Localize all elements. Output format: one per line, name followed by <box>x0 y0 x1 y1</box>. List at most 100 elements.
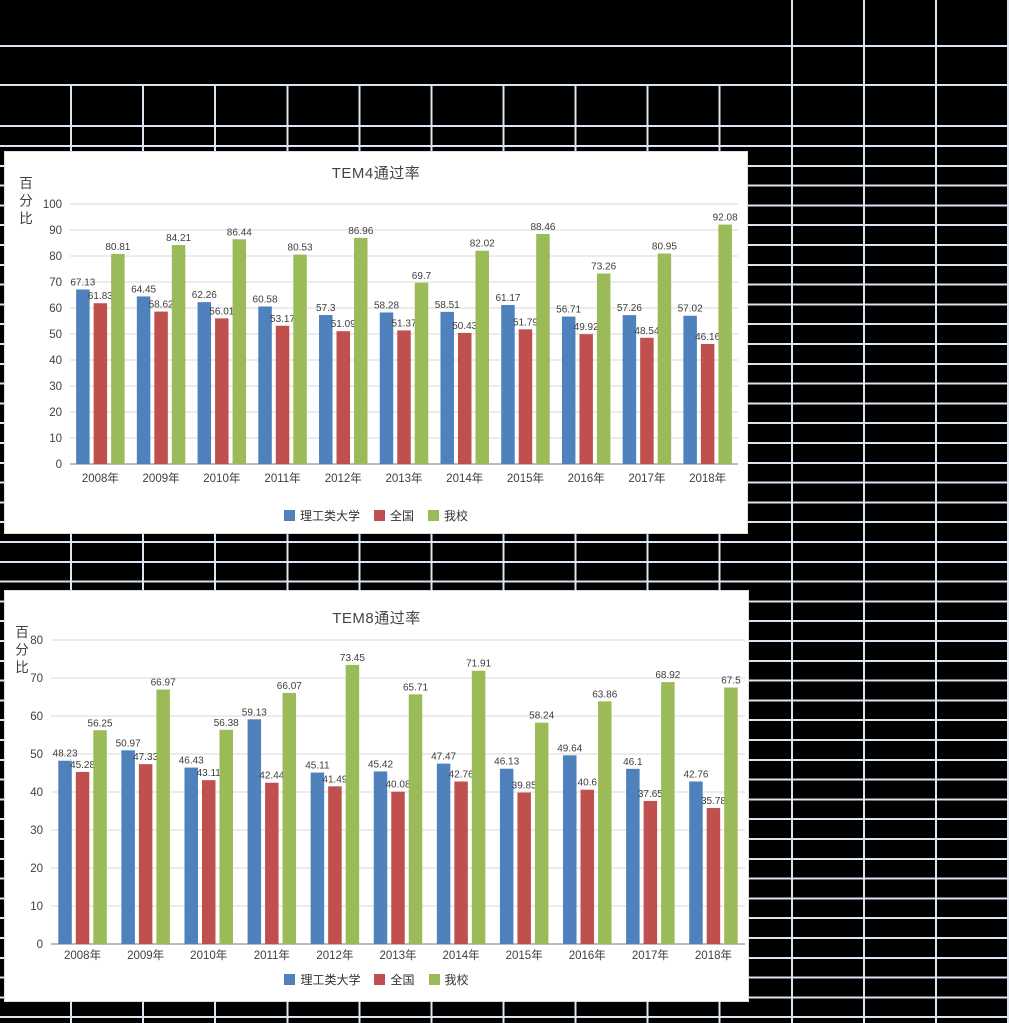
bar <box>626 768 640 944</box>
data-label: 51.09 <box>331 319 356 330</box>
y-axis-title-char: 百 <box>19 176 33 191</box>
legend-label: 理工类大学 <box>299 509 360 523</box>
data-label: 42.76 <box>683 770 708 781</box>
bar <box>706 808 721 944</box>
data-label: 46.1 <box>623 757 643 768</box>
bar <box>154 311 168 464</box>
bar <box>373 771 388 944</box>
bar <box>440 311 454 464</box>
data-label: 51.79 <box>513 317 538 328</box>
data-label: 88.46 <box>530 222 555 233</box>
x-category-label: 2008年 <box>64 948 101 962</box>
data-label: 35.78 <box>701 796 726 807</box>
bar <box>379 312 394 464</box>
legend-label: 我校 <box>444 509 469 523</box>
bar <box>319 315 333 464</box>
bar <box>219 729 233 944</box>
y-tick-label: 30 <box>30 825 43 837</box>
data-label: 62.26 <box>192 290 217 301</box>
data-label: 69.7 <box>412 271 432 282</box>
legend-swatch-icon <box>374 974 386 985</box>
bar <box>184 767 198 944</box>
bar <box>247 719 262 944</box>
data-label: 86.96 <box>348 226 373 237</box>
legend-item: 理工类大学 <box>284 971 360 988</box>
x-category-label: 2012年 <box>316 948 353 962</box>
y-tick-label: 40 <box>49 355 62 367</box>
x-category-label: 2010年 <box>190 948 227 962</box>
y-tick-label: 20 <box>30 863 43 875</box>
bar <box>683 315 697 464</box>
x-category-label: 2013年 <box>385 471 422 485</box>
data-label: 71.91 <box>466 659 491 670</box>
bar <box>661 682 675 944</box>
y-axis-title-char: 百 <box>15 625 29 640</box>
data-label: 57.02 <box>678 304 703 315</box>
data-label: 53.17 <box>270 314 295 325</box>
bar <box>58 760 72 944</box>
y-tick-label: 60 <box>30 711 43 723</box>
data-label: 48.23 <box>53 749 78 760</box>
data-label: 56.25 <box>88 718 113 729</box>
x-category-label: 2011年 <box>254 948 290 962</box>
x-category-label: 2016年 <box>568 471 605 485</box>
legend-item: 理工类大学 <box>283 507 360 524</box>
data-label: 56.01 <box>209 306 234 317</box>
bar <box>454 781 468 944</box>
y-tick-label: 90 <box>49 225 62 237</box>
legend-swatch-icon <box>428 974 440 985</box>
bar <box>579 334 593 464</box>
bar <box>598 701 612 944</box>
bar <box>345 664 360 944</box>
bar <box>724 687 738 944</box>
merged-cell-top[interactable] <box>0 0 791 86</box>
x-category-label: 2009年 <box>143 471 180 485</box>
legend-swatch-icon <box>284 974 296 985</box>
tem8-pass-rate-chart[interactable]: TEM8通过率 0 10 20 30 40 50 60 70 80 百分比 48.23 50.97 46… <box>4 590 749 1002</box>
bar <box>171 245 186 464</box>
y-tick-label: 70 <box>49 277 62 289</box>
bar <box>596 273 611 464</box>
bar <box>111 253 125 464</box>
data-label: 50.43 <box>452 321 477 332</box>
y-tick-label: 10 <box>30 901 43 913</box>
data-label: 42.44 <box>259 771 284 782</box>
data-label: 37.65 <box>638 789 663 800</box>
data-label: 45.28 <box>70 760 95 771</box>
data-label: 66.97 <box>151 678 176 689</box>
data-label: 58.51 <box>435 300 460 311</box>
legend-item: 全国 <box>374 971 415 988</box>
data-label: 45.11 <box>305 761 330 772</box>
bar <box>501 304 515 464</box>
y-axis-title-char: 比 <box>19 211 33 226</box>
y-tick-label: 60 <box>49 303 62 315</box>
bar <box>75 771 90 944</box>
data-label: 86.44 <box>227 227 252 238</box>
data-label: 40.08 <box>385 780 410 791</box>
bar <box>561 316 576 464</box>
data-label: 45.42 <box>368 759 393 770</box>
legend-item: 我校 <box>428 507 468 524</box>
bar <box>293 254 307 464</box>
bar <box>197 302 212 464</box>
legend-label: 全国 <box>389 509 414 523</box>
data-label: 40.6 <box>578 778 598 789</box>
x-category-label: 2015年 <box>507 471 544 485</box>
data-label: 73.45 <box>340 653 365 664</box>
y-tick-label: 50 <box>30 749 43 761</box>
data-label: 49.92 <box>574 322 599 333</box>
x-category-label: 2015年 <box>506 948 543 962</box>
bar <box>718 224 732 464</box>
data-label: 46.16 <box>695 332 720 343</box>
bar <box>657 253 672 464</box>
bar <box>518 329 533 464</box>
data-label: 41.49 <box>322 774 347 785</box>
data-label: 57.26 <box>617 303 642 314</box>
x-category-label: 2009年 <box>127 948 164 962</box>
data-label: 56.38 <box>214 718 239 729</box>
tem4-pass-rate-chart[interactable]: TEM4通过率 0 10 20 30 40 50 60 70 80 90 100 百分比 67.13 64… <box>4 151 748 534</box>
row-divider <box>0 45 1009 47</box>
bar <box>563 755 577 944</box>
data-label: 64.45 <box>131 284 156 295</box>
